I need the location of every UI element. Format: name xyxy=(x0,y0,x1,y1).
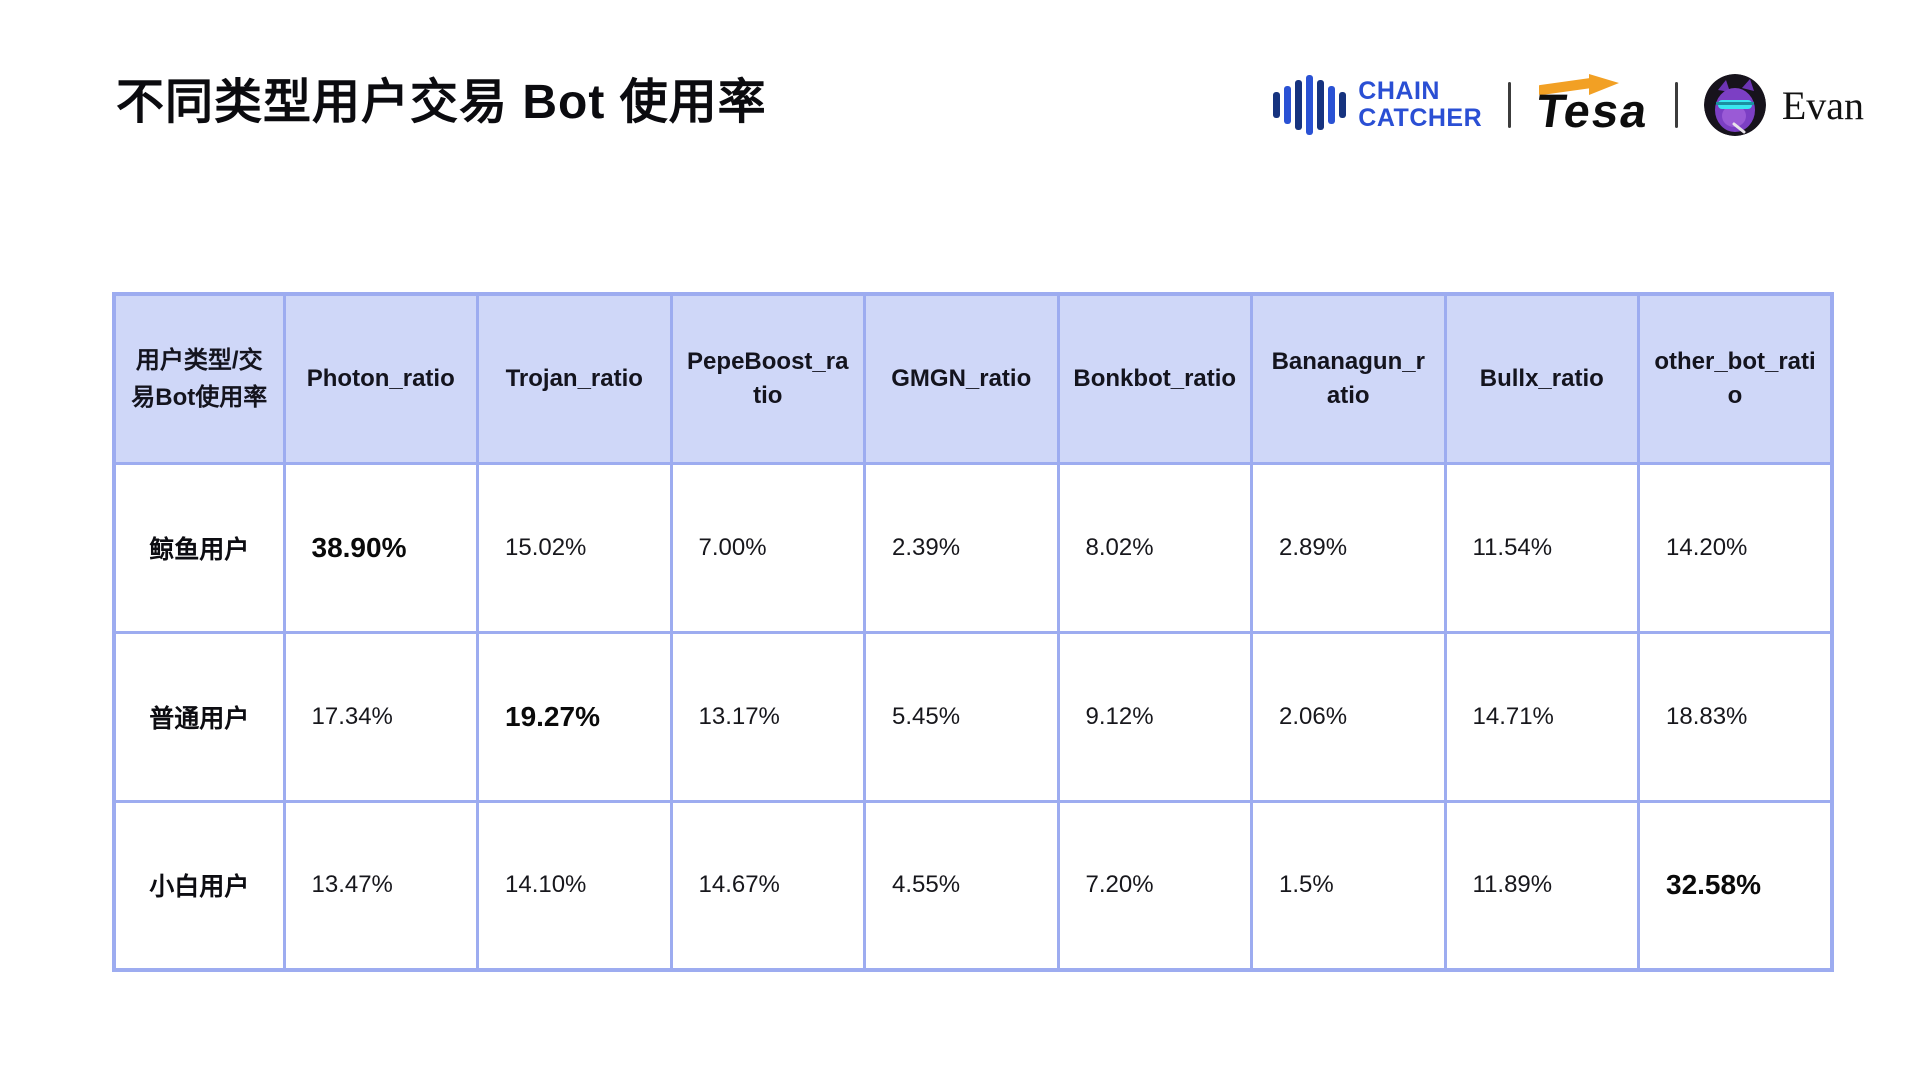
brand-divider xyxy=(1674,82,1678,128)
cell-value: 32.58% xyxy=(1637,799,1834,972)
cell-value: 19.27% xyxy=(476,630,673,803)
cell-value: 2.39% xyxy=(863,461,1060,634)
chaincatcher-line1: CHAIN xyxy=(1358,77,1440,105)
table-row-whale: 鲸鱼用户 38.90% 15.02% 7.00% 2.39% 8.02% 2.8… xyxy=(112,461,1834,634)
cell-value: 14.67% xyxy=(669,799,866,972)
evan-label: Evan xyxy=(1781,82,1864,128)
table-row-novice: 小白用户 13.47% 14.10% 14.67% 4.55% 7.20% 1.… xyxy=(112,799,1834,972)
table-row-normal: 普通用户 17.34% 19.27% 13.17% 5.45% 9.12% 2.… xyxy=(112,630,1834,803)
cell-value: 2.06% xyxy=(1250,630,1447,803)
column-header-trojan: Trojan_ratio xyxy=(476,292,673,465)
cell-value: 7.00% xyxy=(669,461,866,634)
cell-value: 18.83% xyxy=(1637,630,1834,803)
column-header-photon: Photon_ratio xyxy=(282,292,479,465)
cell-value: 13.47% xyxy=(282,799,479,972)
brand-divider xyxy=(1508,82,1512,128)
cell-value: 2.89% xyxy=(1250,461,1447,634)
tesa-wordmark: Tesa xyxy=(1533,83,1653,137)
row-label-whale: 鲸鱼用户 xyxy=(112,461,286,634)
corner-header: 用户类型/交易Bot使用率 xyxy=(112,292,286,465)
cell-value: 14.71% xyxy=(1443,630,1640,803)
column-header-pepeboost: PepeBoost_ratio xyxy=(669,292,866,465)
cell-value: 14.10% xyxy=(476,799,673,972)
header-row: 用户类型/交易Bot使用率 Photon_ratio Trojan_ratio … xyxy=(112,292,1834,465)
tesa-logo: Tesa xyxy=(1533,73,1653,137)
bot-usage-table: 用户类型/交易Bot使用率 Photon_ratio Trojan_ratio … xyxy=(112,292,1834,972)
column-header-gmgn: GMGN_ratio xyxy=(863,292,1060,465)
page-title: 不同类型用户交易 Bot 使用率 xyxy=(116,76,767,129)
evan-brand: Evan xyxy=(1703,74,1864,136)
cell-value: 1.5% xyxy=(1250,799,1447,972)
cell-value: 11.54% xyxy=(1443,461,1640,634)
evan-avatar xyxy=(1703,74,1766,136)
cell-value: 11.89% xyxy=(1443,799,1640,972)
chaincatcher-logo: CHAIN CATCHER xyxy=(1273,73,1482,137)
cell-value: 7.20% xyxy=(1056,799,1253,972)
cell-value: 5.45% xyxy=(863,630,1060,803)
cell-value: 38.90% xyxy=(282,461,479,634)
column-header-bullx: Bullx_ratio xyxy=(1443,292,1640,465)
row-label-normal: 普通用户 xyxy=(112,630,286,803)
column-header-bananagun: Bananagun_ratio xyxy=(1250,292,1447,465)
chaincatcher-bars-icon xyxy=(1273,73,1347,137)
cell-value: 9.12% xyxy=(1056,630,1253,803)
column-header-otherbot: other_bot_ratio xyxy=(1637,292,1834,465)
column-header-bonkbot: Bonkbot_ratio xyxy=(1056,292,1253,465)
cell-value: 14.20% xyxy=(1637,461,1834,634)
cell-value: 8.02% xyxy=(1056,461,1253,634)
cell-value: 13.17% xyxy=(669,630,866,803)
chaincatcher-wordmark: CHAIN CATCHER xyxy=(1358,78,1482,132)
chaincatcher-line2: CATCHER xyxy=(1358,104,1483,132)
cell-value: 4.55% xyxy=(863,799,1060,972)
cell-value: 15.02% xyxy=(476,461,673,634)
tesa-arrow-icon xyxy=(1539,73,1620,95)
row-label-novice: 小白用户 xyxy=(112,799,286,972)
brand-bar: CHAIN CATCHER Tesa xyxy=(1273,66,1864,144)
cell-value: 17.34% xyxy=(282,630,479,803)
